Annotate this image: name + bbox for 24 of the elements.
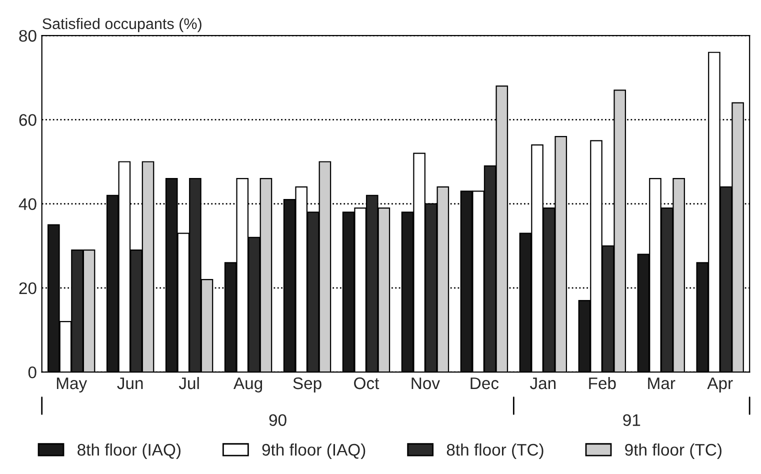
x-tick-label: Jun [117,378,143,390]
x-tick-label: May [56,378,88,392]
legend-label: 8th floor (IAQ) [78,443,180,459]
x-tick-label: Jan [530,378,556,390]
x-tick-label: Dec [470,378,499,390]
text: 90 [269,414,286,426]
y-axis-title: Satisfied occupants (%) [42,18,202,32]
y-tick-label: 20 [19,282,36,294]
x-tick-label: Feb [589,376,616,390]
x-tick-label: Mar [648,378,676,390]
x-tick-label: Sep [293,377,322,392]
x-tick-label: Jul [178,376,199,390]
y-tick-label: 60 [19,114,36,126]
x-tick-label: Apr [707,378,733,392]
x-tick-label: Oct [354,377,380,390]
y-tick-label: 80 [19,30,36,42]
y-tick-label: 40 [18,198,36,210]
x-tick-label: Aug [233,378,262,392]
y-tick-label: 0 [28,366,36,378]
x-tick-label: Nov [412,378,440,390]
text: 91 [623,414,640,426]
legend-label: 8th floor (TC) [446,443,544,459]
legend-label: 9th floor (IAQ) [262,443,366,459]
legend-label: 9th floor (TC) [625,443,722,459]
